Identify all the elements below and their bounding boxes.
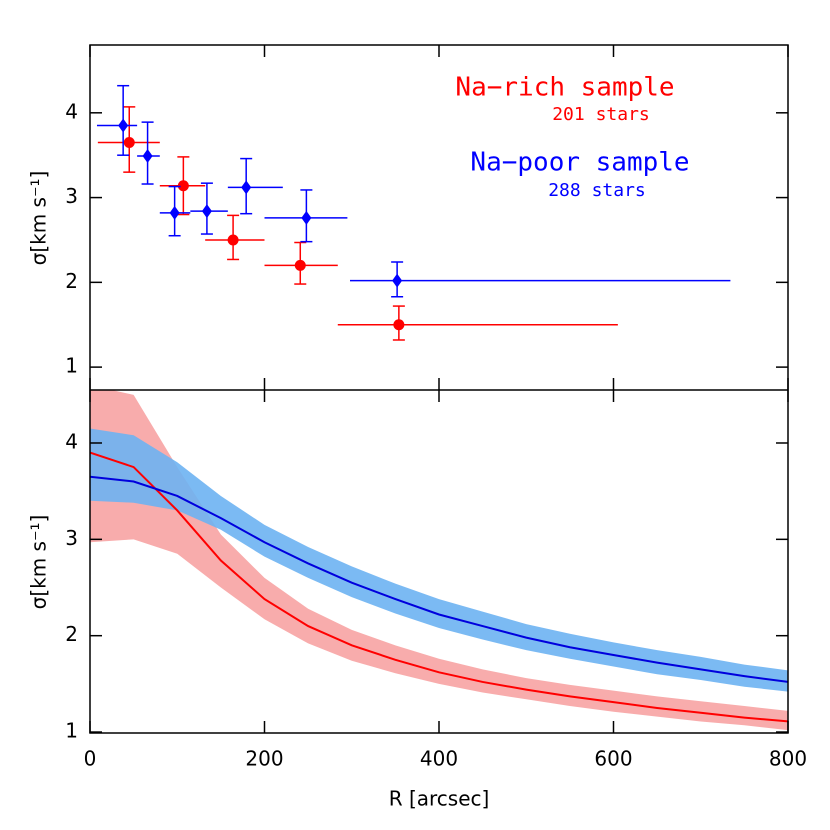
confidence-band	[90, 390, 788, 731]
point	[201, 204, 212, 219]
y-tick-label: 3	[65, 184, 78, 208]
y-tick-label: 4	[65, 99, 78, 123]
point	[169, 205, 180, 220]
y-tick-label: 4	[65, 429, 78, 453]
y-tick-label: 2	[65, 269, 78, 293]
point	[393, 319, 405, 331]
point	[177, 180, 189, 192]
x-tick-label: 600	[594, 747, 632, 771]
y-axis-title: σ[km s⁻¹]	[27, 171, 51, 266]
x-axis-title: R [arcsec]	[389, 787, 490, 811]
x-tick-label: 400	[420, 747, 458, 771]
legend-label: Na−poor sample	[470, 148, 689, 178]
y-tick-label: 1	[65, 719, 78, 743]
point	[123, 136, 135, 148]
model-line	[90, 451, 788, 723]
point	[294, 259, 306, 271]
y-tick-label: 1	[65, 354, 78, 378]
confidence-band	[90, 428, 788, 692]
y-tick-label: 3	[65, 526, 78, 550]
x-tick-label: 800	[769, 747, 807, 771]
legend-label: Na−rich sample	[455, 73, 674, 103]
point	[118, 118, 129, 133]
point	[241, 180, 252, 195]
x-tick-label: 200	[245, 747, 283, 771]
point	[142, 149, 153, 164]
point	[301, 210, 312, 225]
point	[392, 273, 403, 288]
x-tick-label: 0	[84, 747, 97, 771]
y-tick-label: 2	[65, 622, 78, 646]
legend-count: 288 stars	[548, 180, 646, 201]
y-axis-title: σ[km s⁻¹]	[27, 515, 51, 610]
legend-count: 201 stars	[552, 104, 650, 125]
band-layer	[90, 390, 788, 731]
model-line	[90, 475, 788, 683]
point	[227, 234, 239, 246]
